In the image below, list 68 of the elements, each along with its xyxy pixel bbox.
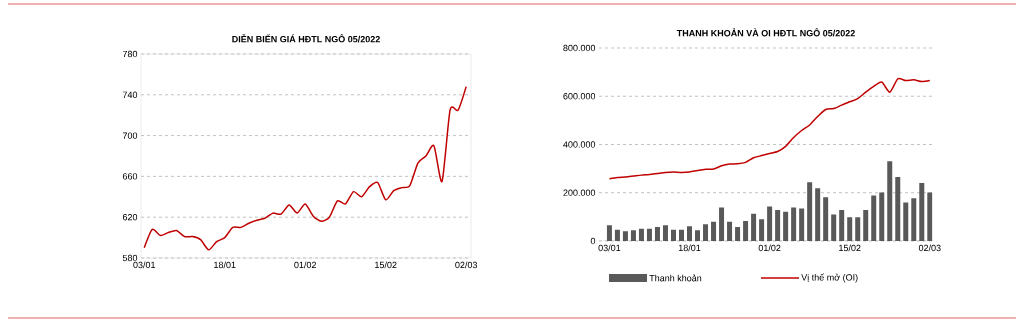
y-tick-label: 600.000 [563, 93, 596, 100]
bar [662, 225, 668, 241]
legend-label: Thanh khoản [649, 274, 702, 282]
legend-label: Vị thế mở (OI) [801, 273, 858, 283]
bar [927, 192, 933, 241]
y-tick-label: 660 [122, 173, 138, 180]
bar [855, 217, 861, 241]
bar [879, 192, 885, 241]
bar [687, 226, 693, 241]
bar [831, 214, 837, 241]
bar [775, 210, 781, 241]
y-tick-label: 400.000 [563, 141, 596, 148]
bar [759, 219, 765, 241]
y-tick-label: 780 [122, 50, 138, 58]
bar [911, 198, 917, 241]
bar [630, 230, 636, 241]
x-tick-label: 18/01 [678, 244, 701, 252]
bar [638, 228, 644, 241]
x-tick-label: 15/02 [839, 244, 861, 252]
bar [895, 177, 901, 241]
bar [807, 182, 813, 241]
bar [711, 221, 717, 241]
bar [606, 225, 612, 241]
chart-title: DIỄN BIẾN GIÁ HĐTL NGÔ 05/2022 [232, 34, 380, 43]
bar [727, 221, 733, 241]
bar [671, 229, 676, 241]
bar [679, 229, 684, 241]
bar [839, 210, 845, 241]
x-tick-label: 03/01 [133, 261, 156, 269]
bar [719, 207, 725, 241]
y-tick-label: 740 [122, 91, 138, 98]
bar [703, 224, 709, 241]
line-series [608, 77, 931, 180]
y-tick-label: 200.000 [563, 189, 596, 196]
x-tick-label: 18/01 [214, 261, 236, 269]
bar [767, 206, 773, 241]
bar [654, 227, 660, 241]
bar [622, 231, 628, 241]
bar [735, 227, 741, 241]
bar [863, 210, 869, 241]
bar [823, 197, 829, 241]
y-tick-label: 580 [122, 254, 138, 262]
y-tick-label: 800.000 [563, 44, 596, 52]
bar [919, 183, 925, 241]
bar [695, 230, 701, 241]
x-tick-label: 02/03 [455, 261, 478, 269]
y-tick-label: 620 [122, 214, 138, 221]
bar [791, 207, 797, 241]
bar [887, 161, 893, 241]
y-tick-label: 700 [122, 132, 138, 139]
bar [646, 228, 652, 241]
bar [903, 202, 909, 241]
x-tick-label: 02/03 [918, 244, 941, 252]
y-tick-label: 0 [590, 237, 596, 245]
x-tick-label: 03/01 [598, 244, 621, 252]
line-series [143, 85, 467, 251]
x-tick-label: 01/02 [294, 261, 317, 269]
bar [871, 195, 877, 241]
bar [751, 213, 757, 241]
bar [783, 211, 789, 241]
bar [743, 220, 749, 241]
bar [847, 217, 853, 241]
x-tick-label: 01/02 [758, 244, 781, 252]
x-tick-label: 15/02 [375, 261, 397, 269]
bar [614, 229, 620, 241]
bar [815, 188, 821, 241]
bar [799, 208, 805, 241]
chart-title: THANH KHOẢN VÀ OI HĐTL NGÔ 05/2022 [676, 28, 855, 37]
